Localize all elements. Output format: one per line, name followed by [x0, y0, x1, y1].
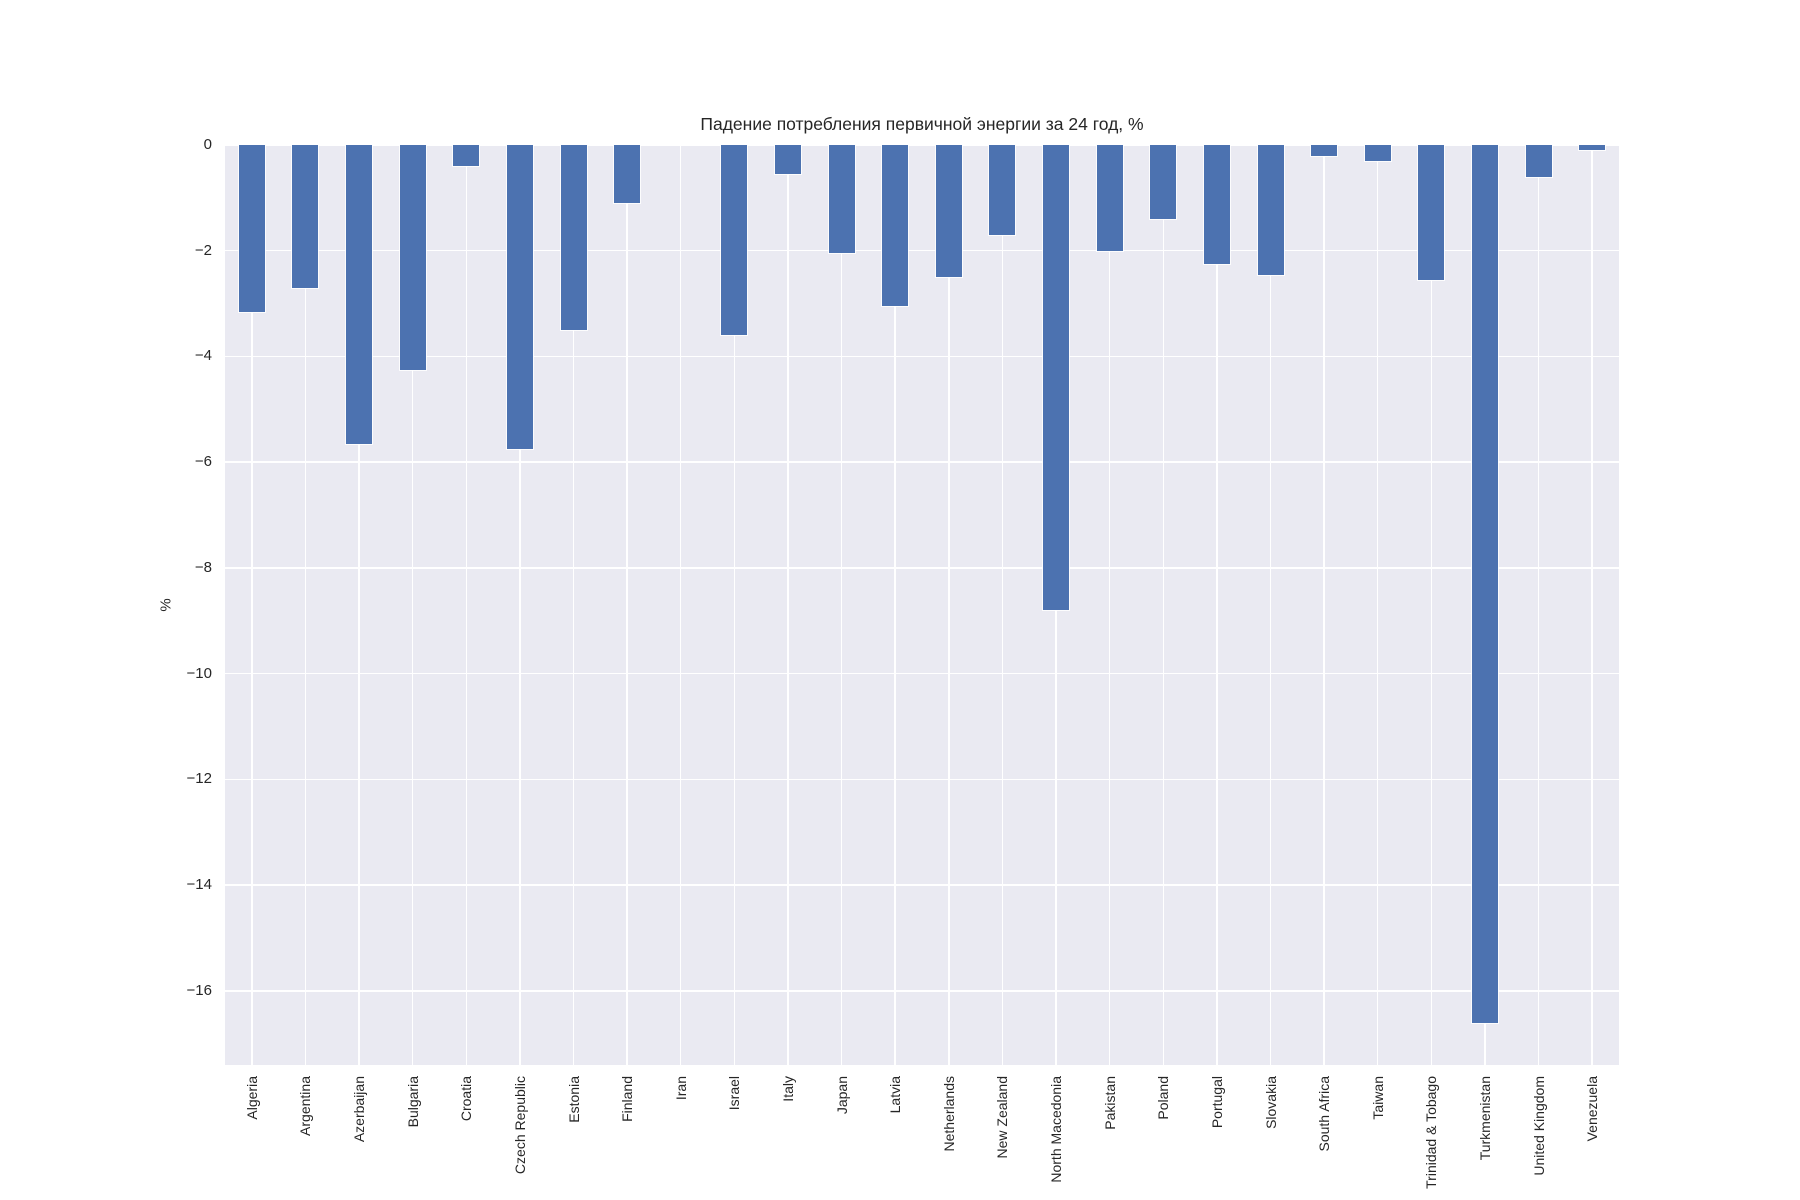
bar-croatia — [453, 145, 480, 167]
bar-estonia — [560, 145, 587, 331]
v-gridline — [1376, 145, 1379, 1065]
bar-venezuela — [1579, 145, 1606, 151]
v-gridline — [840, 145, 843, 1065]
v-gridline — [304, 145, 307, 1065]
bar-pakistan — [1096, 145, 1123, 251]
v-gridline — [626, 145, 628, 1065]
v-gridline — [787, 145, 789, 1065]
bar-portugal — [1203, 145, 1230, 264]
v-gridline — [1269, 145, 1272, 1065]
v-gridline — [358, 145, 360, 1065]
plot-area — [225, 144, 1619, 1065]
h-gridline — [225, 567, 1619, 569]
y-tick-label: −12 — [186, 770, 212, 788]
bar-israel — [721, 145, 748, 336]
v-gridline — [572, 145, 575, 1065]
v-gridline — [251, 145, 253, 1065]
bar-czech-republic — [506, 145, 533, 450]
x-tick-label-italy: Italy — [779, 1076, 796, 1102]
v-gridline — [519, 145, 521, 1065]
v-gridline — [1162, 145, 1165, 1065]
x-tick-label-united-kingdom: United Kingdom — [1530, 1076, 1547, 1176]
v-gridline — [1591, 145, 1593, 1065]
bar-netherlands — [935, 145, 962, 278]
y-tick-label: −6 — [194, 453, 212, 471]
x-tick-label-latvia: Latvia — [887, 1076, 904, 1114]
v-gridline — [1537, 145, 1540, 1065]
y-tick-label: −14 — [186, 876, 212, 894]
h-gridline — [225, 778, 1619, 781]
y-axis-label: % — [157, 598, 175, 612]
v-gridline — [465, 145, 468, 1065]
bar-trinidad-tobago — [1418, 145, 1445, 280]
h-gridline — [225, 144, 1619, 146]
v-gridline — [1216, 145, 1218, 1065]
y-tick-label: −16 — [186, 981, 212, 999]
x-tick-label-poland: Poland — [1155, 1076, 1172, 1120]
bar-azerbaijan — [346, 145, 373, 444]
h-gridline — [225, 884, 1619, 886]
v-gridline — [411, 145, 414, 1065]
v-gridline — [894, 145, 896, 1065]
x-tick-label-venezuela: Venezuela — [1584, 1076, 1601, 1142]
x-tick-label-azerbaijan: Azerbaijan — [351, 1076, 368, 1143]
v-gridline — [948, 145, 950, 1065]
y-tick-label: 0 — [203, 136, 212, 153]
bar-latvia — [882, 145, 909, 307]
x-tick-label-croatia: Croatia — [458, 1076, 475, 1122]
h-gridline — [225, 355, 1619, 358]
x-tick-label-finland: Finland — [619, 1076, 636, 1122]
chart-title: Падение потребления первичной энергии за… — [700, 114, 1144, 134]
y-tick-label: −4 — [194, 347, 212, 365]
x-tick-label-trinidad-tobago: Trinidad & Tobago — [1423, 1076, 1440, 1189]
v-gridline — [679, 145, 682, 1065]
bar-new-zealand — [989, 145, 1016, 235]
x-tick-label-pakistan: Pakistan — [1101, 1076, 1118, 1130]
x-tick-label-bulgaria: Bulgaria — [404, 1076, 421, 1128]
h-gridline — [225, 249, 1619, 252]
bar-poland — [1150, 145, 1177, 220]
v-gridline — [733, 145, 736, 1065]
h-gridline — [225, 461, 1619, 463]
h-gridline — [225, 990, 1619, 992]
x-tick-label-iran: Iran — [672, 1076, 689, 1101]
x-tick-label-south-africa: South Africa — [1316, 1076, 1333, 1152]
x-tick-label-israel: Israel — [726, 1076, 743, 1111]
bar-taiwan — [1364, 145, 1391, 161]
h-gridline — [225, 672, 1619, 675]
v-gridline — [1430, 145, 1433, 1065]
y-tick-label: −2 — [194, 241, 212, 259]
x-tick-label-slovakia: Slovakia — [1262, 1076, 1279, 1129]
bar-turkmenistan — [1471, 145, 1498, 1023]
x-tick-label-czech-republic: Czech Republic — [511, 1076, 528, 1175]
v-gridline — [1001, 145, 1004, 1065]
y-tick-label: −10 — [186, 664, 212, 682]
bar-south-africa — [1311, 145, 1338, 156]
x-tick-label-new-zealand: New Zealand — [994, 1076, 1011, 1159]
bar-algeria — [238, 145, 265, 312]
y-tick-label: −8 — [194, 558, 212, 576]
bar-italy — [774, 145, 801, 175]
x-tick-label-japan: Japan — [833, 1076, 850, 1115]
x-tick-label-netherlands: Netherlands — [940, 1076, 957, 1152]
x-tick-label-north-macedonia: North Macedonia — [1048, 1076, 1065, 1183]
bar-bulgaria — [399, 145, 426, 370]
v-gridline — [1108, 145, 1111, 1065]
x-tick-label-taiwan: Taiwan — [1369, 1076, 1386, 1120]
bar-finland — [614, 145, 641, 204]
x-tick-label-estonia: Estonia — [565, 1076, 582, 1123]
bar-united-kingdom — [1525, 145, 1552, 177]
x-tick-label-argentina: Argentina — [297, 1076, 314, 1136]
bar-slovakia — [1257, 145, 1284, 275]
bar-argentina — [292, 145, 319, 288]
bar-north-macedonia — [1043, 145, 1070, 611]
x-tick-label-portugal: Portugal — [1208, 1076, 1225, 1129]
v-gridline — [1323, 145, 1325, 1065]
bar-japan — [828, 145, 855, 254]
x-tick-label-turkmenistan: Turkmenistan — [1476, 1076, 1493, 1161]
x-tick-label-algeria: Algeria — [243, 1076, 260, 1120]
